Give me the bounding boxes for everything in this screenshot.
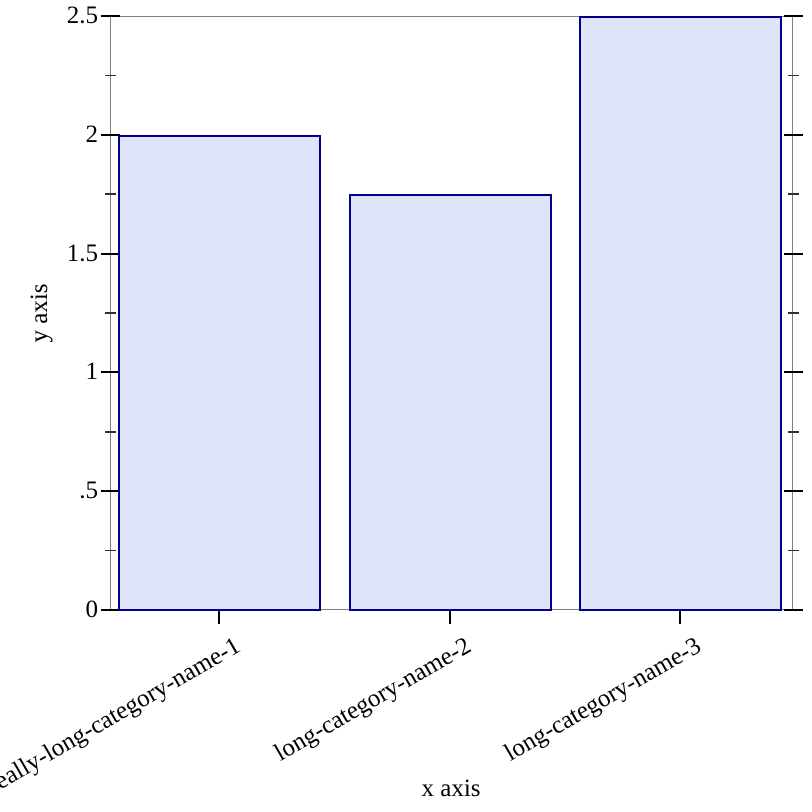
y-minor-tick-right xyxy=(788,549,799,552)
y-major-tick-right xyxy=(784,371,803,374)
y-minor-tick-left xyxy=(105,312,116,314)
y-major-tick-left xyxy=(101,609,120,611)
y-tick-label: .5 xyxy=(79,477,98,505)
y-minor-tick-right xyxy=(788,431,799,433)
x-tick xyxy=(679,610,681,624)
y-major-tick-right xyxy=(784,252,803,255)
y-tick-label: 2.5 xyxy=(66,2,98,29)
x-category-label: really-long-category-name-1 xyxy=(0,632,245,800)
y-tick-label: 0 xyxy=(85,596,99,623)
y-minor-tick-left xyxy=(105,74,116,77)
x-tick xyxy=(218,610,220,624)
y-minor-tick-right xyxy=(788,193,799,195)
y-tick-label: 2 xyxy=(85,120,99,148)
y-major-tick-right xyxy=(784,15,803,17)
y-major-tick-right xyxy=(784,609,803,611)
x-category-label: long-category-name-3 xyxy=(499,632,706,767)
y-tick-label: 1 xyxy=(85,358,99,386)
y-major-tick-left xyxy=(101,371,120,374)
y-minor-tick-left xyxy=(105,431,116,433)
y-minor-tick-left xyxy=(105,549,116,552)
y-major-tick-left xyxy=(101,15,120,17)
x-category-label: long-category-name-2 xyxy=(269,632,476,767)
bar xyxy=(117,134,321,611)
y-major-tick-left xyxy=(101,490,120,493)
y-axis-title: y axis xyxy=(26,283,53,343)
bar xyxy=(578,16,782,611)
x-axis-title: x axis xyxy=(421,775,481,802)
y-major-tick-left xyxy=(101,252,120,255)
y-major-tick-right xyxy=(784,133,803,136)
y-minor-tick-right xyxy=(788,74,799,77)
y-major-tick-left xyxy=(101,133,120,136)
x-tick xyxy=(449,610,451,624)
y-minor-tick-left xyxy=(105,193,116,195)
y-tick-label: 1.5 xyxy=(66,239,98,267)
y-major-tick-right xyxy=(784,490,803,493)
y-minor-tick-right xyxy=(788,312,799,314)
bar xyxy=(348,194,552,611)
